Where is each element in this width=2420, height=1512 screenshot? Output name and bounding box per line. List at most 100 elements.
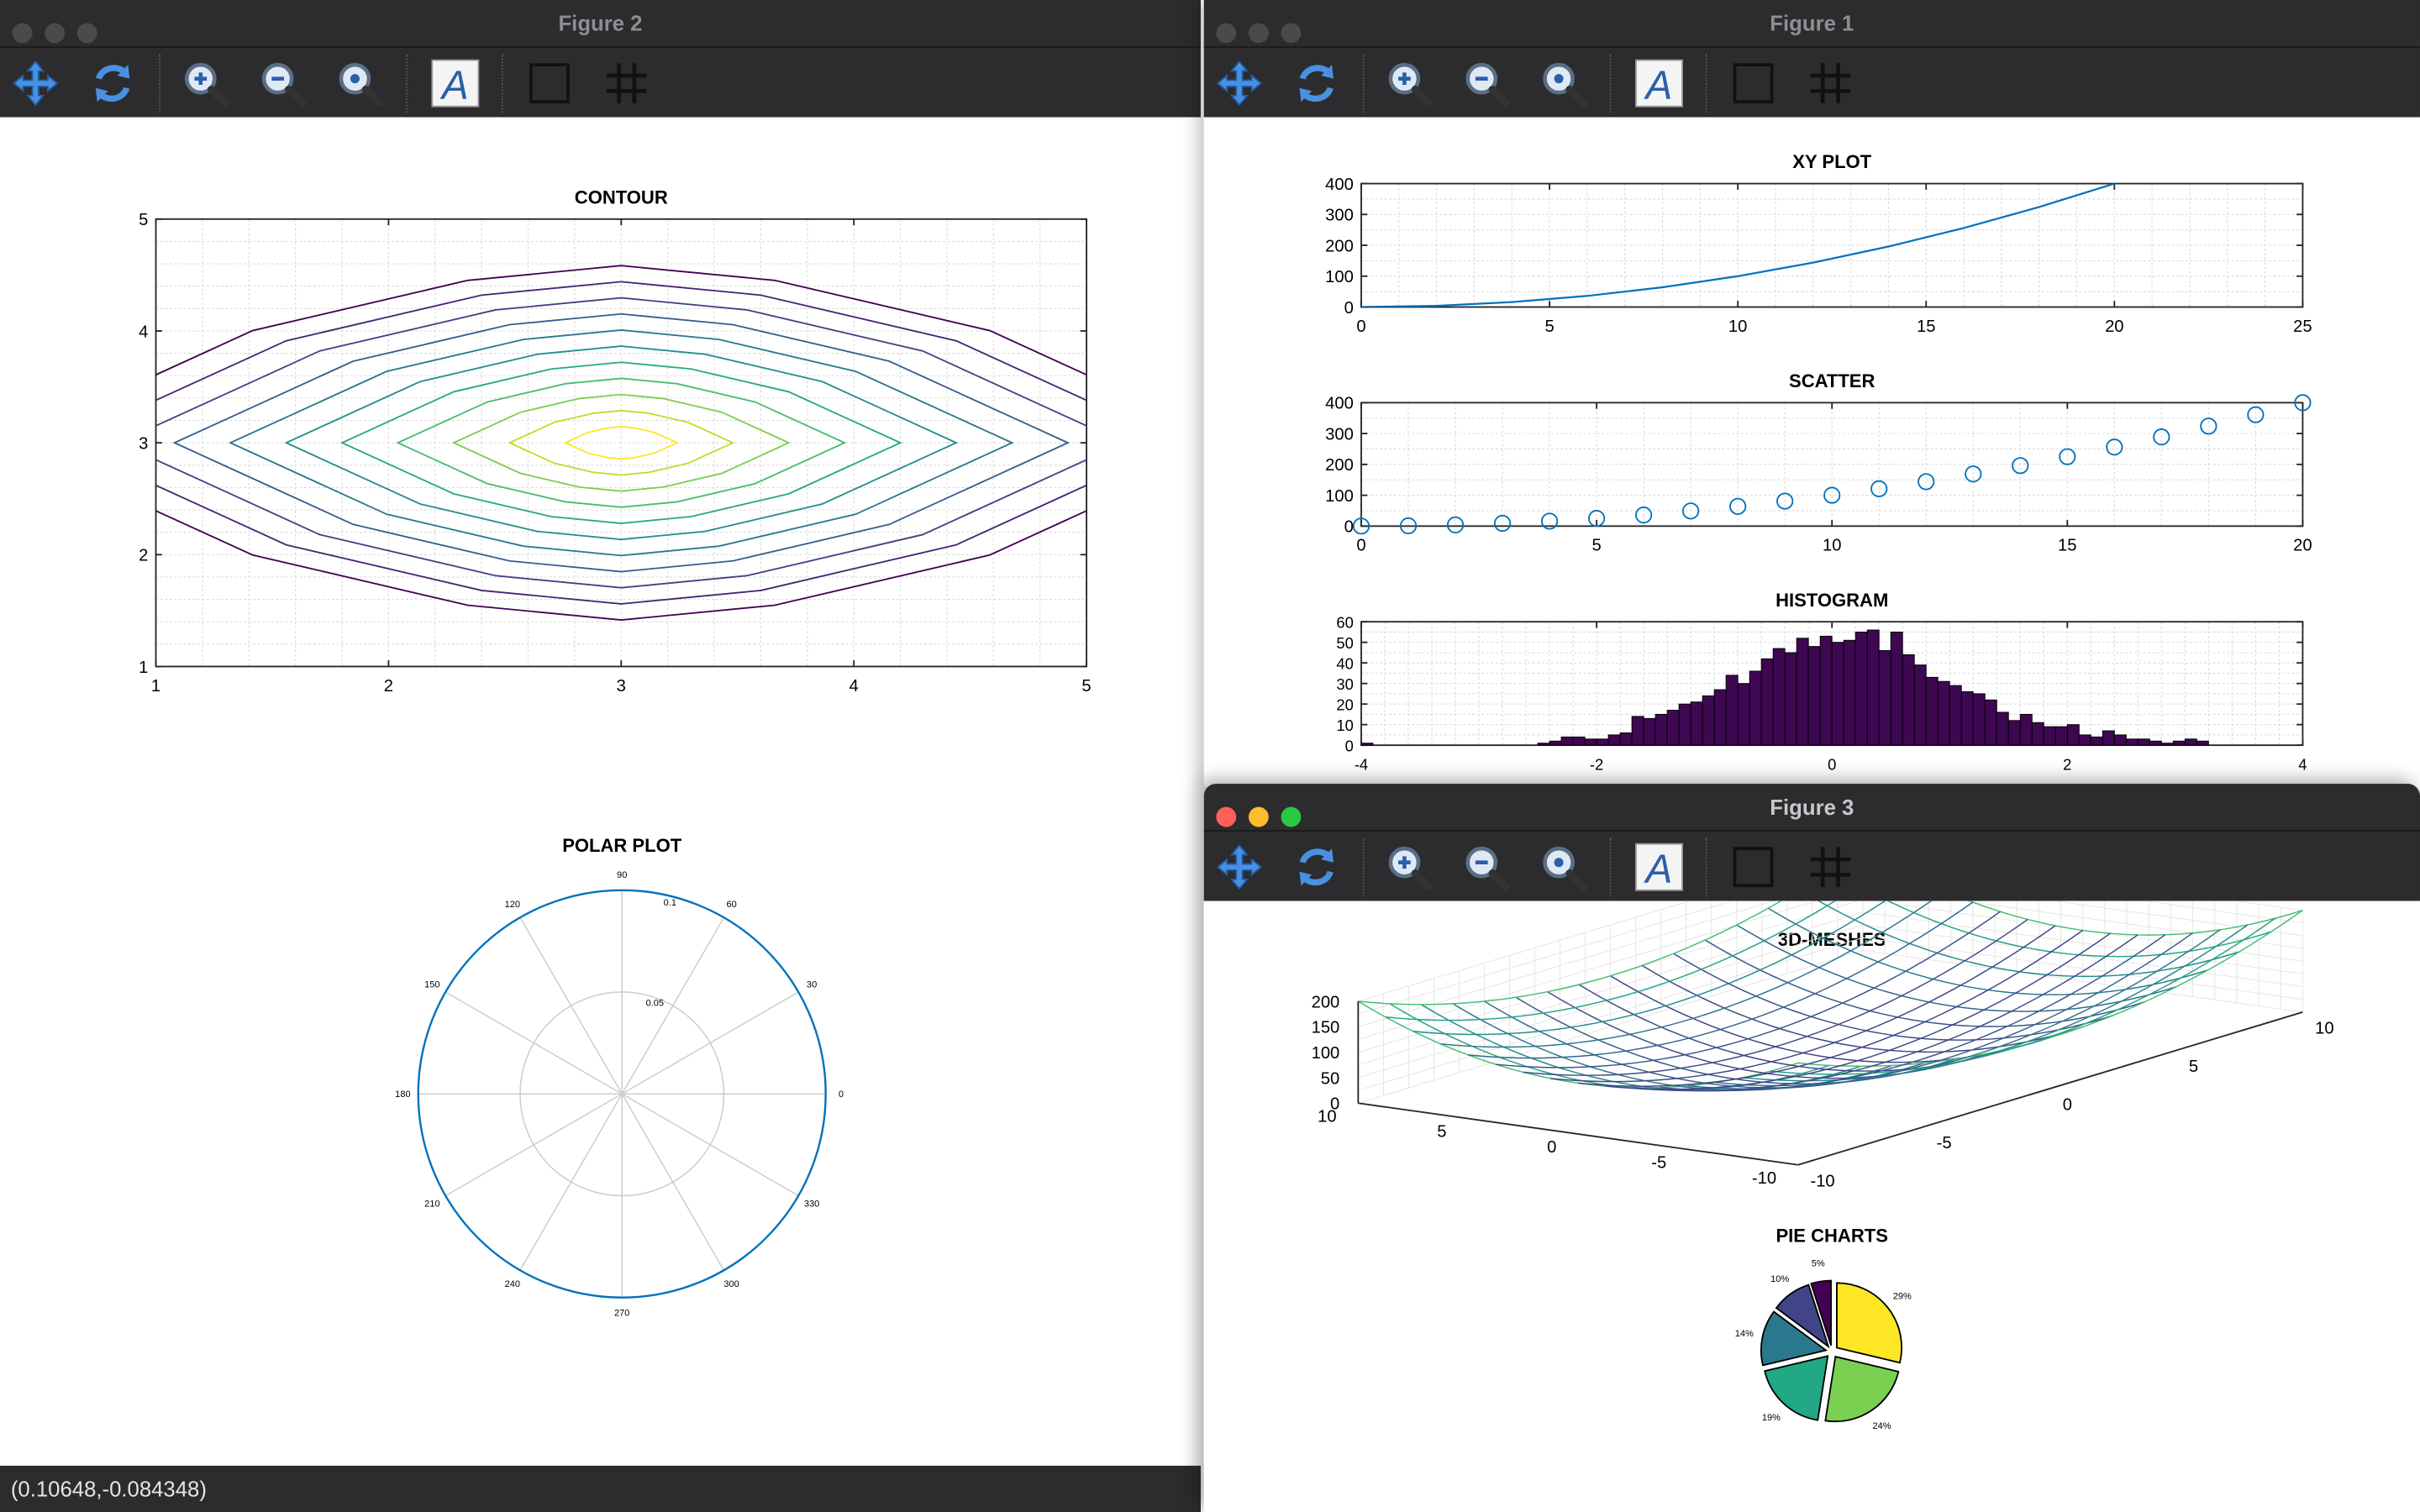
angle-tick-label: 120	[505, 900, 520, 910]
zoom-reset-button[interactable]	[1533, 837, 1594, 898]
scatter-point	[1965, 465, 1982, 483]
histogram-bar	[1560, 736, 1574, 746]
pan-button[interactable]	[1208, 52, 1270, 113]
text-button[interactable]: A	[424, 52, 486, 113]
x-tick-label: 5	[1081, 677, 1091, 696]
x-tick-label: 5	[1591, 537, 1601, 555]
contour-line	[284, 345, 959, 541]
pan-button[interactable]	[5, 52, 66, 113]
angle-tick-label: 300	[723, 1279, 739, 1289]
zoom-out-button[interactable]	[251, 52, 313, 113]
zoom-button[interactable]	[1281, 23, 1302, 44]
figure2-toolbar: A	[0, 47, 1201, 118]
histogram-bar	[1949, 685, 1962, 746]
mesh-line	[1413, 878, 1918, 1036]
histogram-bar	[1854, 631, 1868, 746]
figure1-canvas[interactable]: 0 5 10 15 20 25 0 100 200 300 400 XY PLOT 0 5 10 15 20 0 1…	[1203, 117, 2420, 787]
histogram-bar	[2149, 740, 2162, 746]
rotate-button[interactable]	[1286, 837, 1347, 898]
histogram-bar	[1678, 703, 1691, 746]
pie-slice	[1810, 1279, 1832, 1346]
rotate-button[interactable]	[1286, 52, 1347, 113]
mesh-line	[1468, 901, 1974, 1059]
mesh-line	[1389, 1003, 1830, 1091]
mesh-line	[1660, 934, 2166, 1092]
text-button[interactable]: A	[1628, 837, 1690, 898]
zoom-reset-button[interactable]	[329, 52, 390, 113]
svg-text:A: A	[439, 64, 469, 108]
polar-curve	[417, 889, 827, 1299]
figure2-titlebar[interactable]: Figure 2	[0, 0, 1201, 48]
scatter-point	[1399, 517, 1418, 535]
y-tick-label: 400	[1325, 395, 1354, 413]
scatter-point	[2247, 406, 2265, 423]
minimize-button[interactable]	[1248, 23, 1269, 44]
pan-button[interactable]	[1208, 837, 1270, 898]
close-button[interactable]	[1216, 23, 1237, 44]
x-tick-label: -2	[1590, 756, 1603, 774]
histogram-bar	[1937, 680, 1950, 746]
figure2-canvas[interactable]: 1 2 3 4 5 1 2 3 4 5 CONTOUR POLAR PLOT 0 30 60 90 120 150…	[0, 117, 1201, 1512]
axes-box-button[interactable]	[1723, 837, 1784, 898]
y-tick-label: 0	[1547, 1138, 1556, 1157]
rotate-button[interactable]	[82, 52, 143, 113]
contour-line	[563, 426, 679, 460]
axes-box-button[interactable]	[1723, 52, 1784, 113]
axes-box-button[interactable]	[518, 52, 580, 113]
series-line	[1360, 183, 2118, 307]
figure3-canvas[interactable]: 3D-MESHES 0 50 100 150 200 -10 -5 0 5 10 -10 -5 0 5 10 P…	[1203, 848, 2420, 1512]
text-button[interactable]: A	[1628, 52, 1690, 113]
chart-title: SCATTER	[1789, 370, 1875, 391]
toolbar-separator	[159, 54, 161, 113]
zoom-out-button[interactable]	[1455, 837, 1517, 898]
pie-slice	[1775, 1284, 1830, 1349]
text-icon: A	[431, 59, 480, 108]
mesh-line	[1495, 911, 2001, 1068]
minimize-button[interactable]	[1248, 806, 1269, 827]
scatter-point	[1446, 516, 1465, 533]
scatter-point	[2106, 438, 2123, 456]
zoom-in-button[interactable]	[1378, 837, 1439, 898]
y-tick-label: 10	[1336, 717, 1353, 734]
histogram-bar	[1972, 693, 1986, 746]
zoom-reset-icon	[1543, 846, 1588, 891]
scatter-point	[1352, 517, 1370, 535]
grid-button[interactable]	[1800, 52, 1861, 113]
zoom-out-button[interactable]	[1455, 52, 1517, 113]
grid-button[interactable]	[1800, 837, 1861, 898]
histogram-bar	[1913, 664, 1927, 746]
toolbar-separator	[1362, 837, 1365, 897]
close-button[interactable]	[1216, 806, 1237, 827]
grid-button[interactable]	[596, 52, 657, 113]
histogram-bar	[1666, 710, 1680, 746]
mesh-line	[1550, 925, 2056, 1083]
figure1-titlebar[interactable]: Figure 1	[1203, 0, 2420, 48]
grid-line	[1358, 911, 2303, 1066]
zoom-in-button[interactable]	[175, 52, 236, 113]
histogram-bar	[1619, 732, 1633, 746]
y-tick-label: 2	[139, 547, 148, 565]
zoom-in-button[interactable]	[1378, 52, 1439, 113]
histogram-bar	[1572, 736, 1586, 746]
histogram-bar	[1655, 713, 1668, 746]
y-tick-label: -10	[1752, 1169, 1776, 1188]
scatter-point	[2153, 428, 2170, 446]
x-tick-label: 10	[2315, 1020, 2333, 1038]
histogram-bar	[2184, 738, 2197, 746]
toolbar-separator	[1705, 837, 1707, 897]
scatter-point	[2059, 448, 2076, 465]
x-tick-label: 0	[2063, 1096, 2072, 1115]
contour-line	[508, 409, 735, 476]
histogram-bar	[1925, 676, 1939, 746]
zoom-button[interactable]	[76, 23, 97, 44]
toolbar-separator	[406, 54, 408, 113]
figure3-titlebar[interactable]: Figure 3	[1203, 784, 2420, 832]
histogram-bar	[1549, 740, 1562, 746]
zoom-button[interactable]	[1281, 806, 1302, 827]
zoom-reset-button[interactable]	[1533, 52, 1594, 113]
close-button[interactable]	[12, 23, 33, 44]
minimize-button[interactable]	[45, 23, 66, 44]
